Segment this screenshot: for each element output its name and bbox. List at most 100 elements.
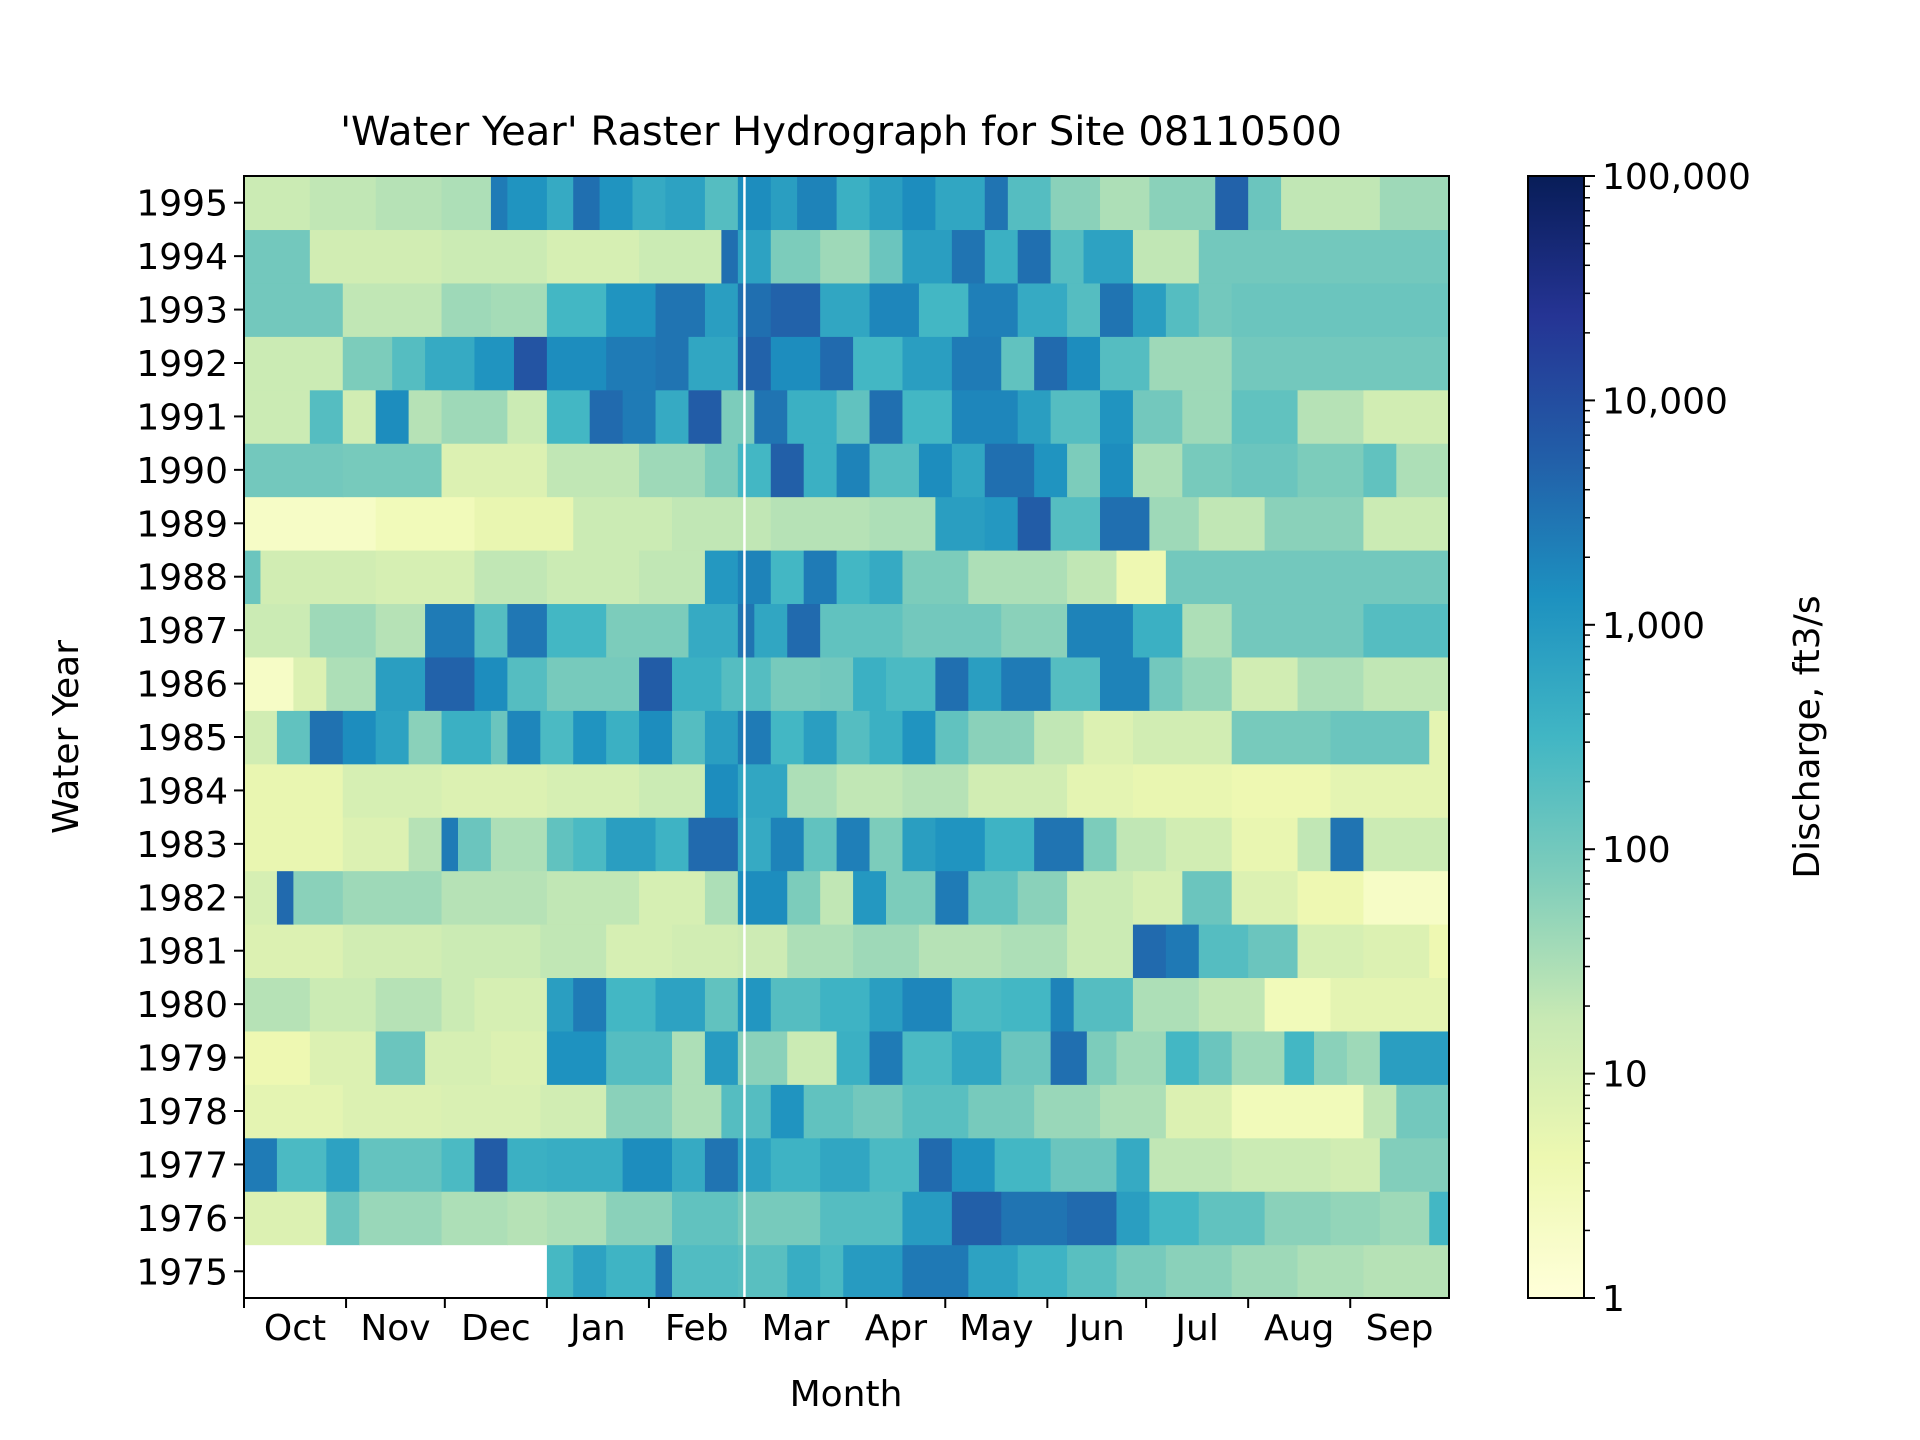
heatmap-cell: [688, 389, 722, 444]
heatmap-cell: [1067, 443, 1101, 498]
heatmap-cell: [1429, 1191, 1450, 1246]
heatmap-cell: [546, 1030, 607, 1085]
heatmap-cell: [1050, 389, 1101, 444]
heatmap-cell: [1132, 443, 1183, 498]
heatmap-cell: [853, 924, 920, 979]
heatmap-cell: [787, 1030, 838, 1085]
heatmap-cell: [474, 496, 574, 551]
heatmap-cell: [1231, 389, 1299, 444]
x-tick-label: Jul: [1173, 1308, 1218, 1349]
heatmap-cell: [1132, 710, 1233, 765]
heatmap-cell: [490, 176, 508, 231]
heatmap-cell: [994, 1137, 1052, 1192]
heatmap-cell: [639, 229, 722, 284]
heatmap-cell: [1363, 1084, 1397, 1139]
heatmap-cell: [1001, 924, 1068, 979]
heatmap-cell: [1281, 176, 1381, 231]
heatmap-cell: [546, 763, 640, 818]
y-tick-label: 1992: [136, 344, 228, 385]
heatmap-cell: [1067, 1191, 1118, 1246]
heatmap-cell: [968, 870, 1019, 925]
heatmap-cell: [309, 603, 377, 658]
heatmap-cell: [704, 176, 739, 231]
heatmap-cell: [1001, 1030, 1052, 1085]
heatmap-cell: [1149, 496, 1200, 551]
x-tick-label: Oct: [264, 1308, 326, 1349]
heatmap-cell: [490, 282, 548, 337]
colorbar-tick-label: 10,000: [1602, 381, 1728, 422]
heatmap-cell: [1198, 282, 1233, 337]
heatmap-cell: [1007, 176, 1052, 231]
heatmap-cell: [606, 977, 657, 1032]
heatmap-cell: [1034, 443, 1068, 498]
heatmap-cell: [1182, 443, 1233, 498]
heatmap-cell: [902, 763, 969, 818]
heatmap-cell: [1198, 229, 1450, 284]
heatmap-cell: [441, 282, 492, 337]
heatmap-cell: [688, 817, 739, 872]
heatmap-cell: [375, 977, 443, 1032]
heatmap-cell: [540, 710, 574, 765]
heatmap-cell: [1050, 656, 1101, 711]
heatmap-cell: [951, 443, 986, 498]
heatmap-cell: [244, 550, 262, 605]
heatmap-cell: [507, 1191, 548, 1246]
heatmap-cell: [935, 656, 969, 711]
heatmap-cell: [655, 817, 690, 872]
heatmap-cell: [787, 870, 821, 925]
heatmap-cell: [474, 603, 508, 658]
heatmap-cell: [1297, 924, 1364, 979]
heatmap-cell: [1017, 229, 1052, 284]
heatmap-cell: [546, 870, 640, 925]
heatmap-cell: [770, 443, 805, 498]
heatmap-cell: [869, 229, 904, 284]
heatmap-cell: [737, 924, 788, 979]
heatmap-cell: [425, 603, 476, 658]
heatmap-cell: [803, 817, 838, 872]
heatmap-cell: [688, 336, 739, 391]
heatmap-cell: [1248, 924, 1299, 979]
heatmap-cell: [672, 1030, 706, 1085]
heatmap-cell: [836, 1030, 871, 1085]
heatmap-cell: [984, 229, 1019, 284]
heatmap-cell: [655, 282, 706, 337]
heatmap-cell: [244, 870, 278, 925]
heatmap-cell: [672, 1244, 739, 1299]
heatmap-cell: [853, 1084, 904, 1139]
heatmap-cell: [902, 1030, 953, 1085]
heatmap-cell: [951, 977, 1002, 1032]
heatmap-cell: [902, 603, 1002, 658]
heatmap-cell: [1264, 977, 1332, 1032]
heatmap-cell: [1330, 1137, 1381, 1192]
heatmap-cell: [441, 1191, 508, 1246]
heatmap-cell: [474, 1137, 508, 1192]
heatmap-cell: [546, 603, 607, 658]
heatmap-cell: [869, 389, 904, 444]
heatmap-cell: [836, 817, 871, 872]
heatmap-cell: [1363, 1244, 1450, 1299]
heatmap-cell: [704, 1030, 739, 1085]
heatmap-cell: [342, 817, 410, 872]
heatmap-cell: [1182, 870, 1233, 925]
y-tick-label: 1977: [136, 1145, 228, 1186]
heatmap-cell: [770, 817, 805, 872]
heatmap-cell: [490, 1030, 548, 1085]
heatmap-cell: [244, 496, 377, 551]
heatmap-cell: [309, 977, 377, 1032]
heatmap-cell: [672, 1084, 722, 1139]
heatmap-cell: [244, 924, 344, 979]
heatmap-cell: [622, 389, 657, 444]
heatmap-cell: [342, 336, 393, 391]
heatmap-cell: [342, 389, 377, 444]
heatmap-cell: [935, 176, 986, 231]
heatmap-cell: [853, 656, 887, 711]
heatmap-cell: [770, 550, 805, 605]
heatmap-cell: [309, 710, 344, 765]
heatmap-cell: [441, 389, 508, 444]
heatmap-cell: [546, 176, 574, 231]
heatmap-cell: [1198, 977, 1266, 1032]
heatmap-cell: [737, 550, 772, 605]
heatmap-cell: [737, 282, 772, 337]
heatmap-cell: [1100, 1084, 1167, 1139]
